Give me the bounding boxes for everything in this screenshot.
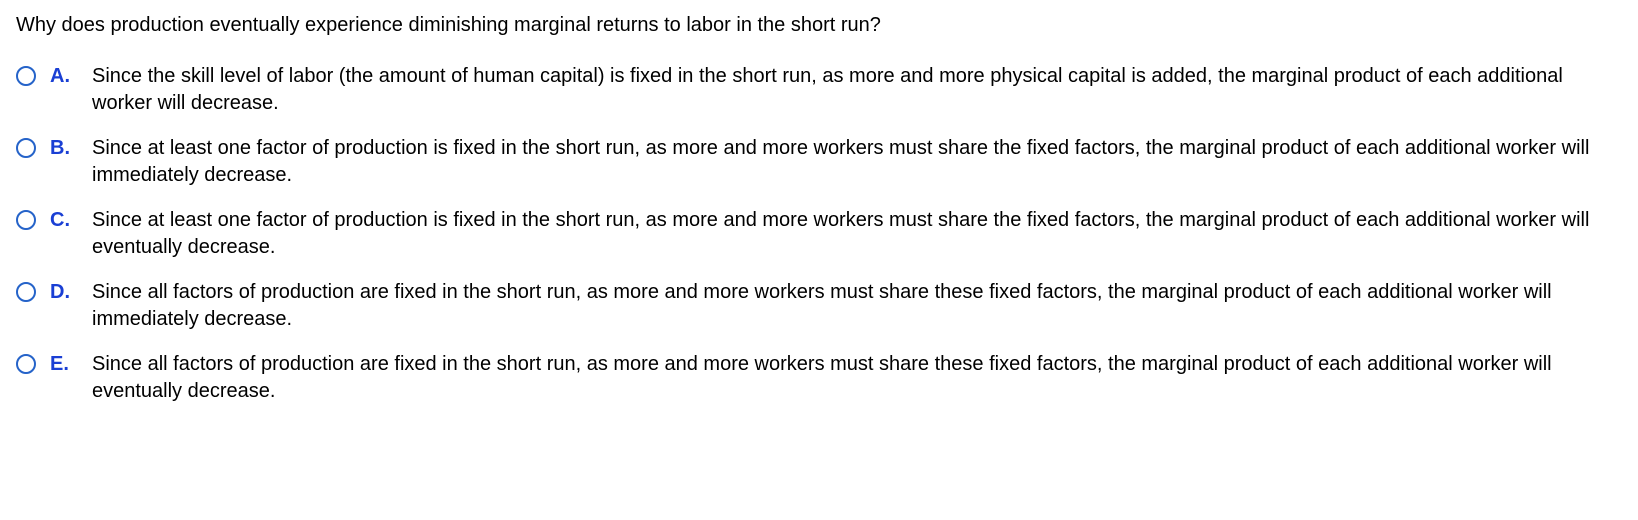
option-row-e[interactable]: E. Since all factors of production are f… (16, 351, 1622, 405)
option-label: C. (50, 207, 78, 234)
option-text: Since all factors of production are fixe… (92, 351, 1622, 405)
option-row-a[interactable]: A. Since the skill level of labor (the a… (16, 63, 1622, 117)
options-list: A. Since the skill level of labor (the a… (16, 63, 1622, 405)
option-text: Since at least one factor of production … (92, 135, 1622, 189)
radio-icon[interactable] (16, 210, 36, 230)
option-label: B. (50, 135, 78, 162)
option-row-b[interactable]: B. Since at least one factor of producti… (16, 135, 1622, 189)
radio-icon[interactable] (16, 282, 36, 302)
question-text: Why does production eventually experienc… (16, 12, 1622, 39)
option-text: Since at least one factor of production … (92, 207, 1622, 261)
option-row-c[interactable]: C. Since at least one factor of producti… (16, 207, 1622, 261)
option-label: A. (50, 63, 78, 90)
option-text: Since the skill level of labor (the amou… (92, 63, 1622, 117)
radio-icon[interactable] (16, 66, 36, 86)
option-label: E. (50, 351, 78, 378)
option-row-d[interactable]: D. Since all factors of production are f… (16, 279, 1622, 333)
option-text: Since all factors of production are fixe… (92, 279, 1622, 333)
radio-icon[interactable] (16, 138, 36, 158)
radio-icon[interactable] (16, 354, 36, 374)
option-label: D. (50, 279, 78, 306)
